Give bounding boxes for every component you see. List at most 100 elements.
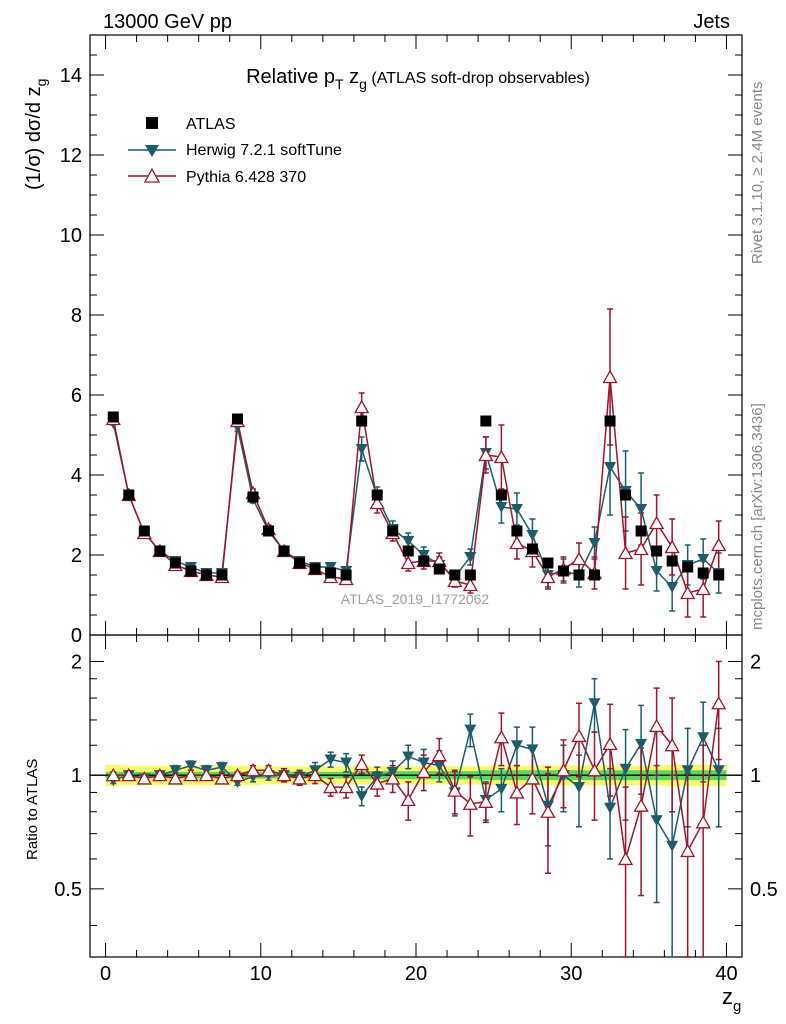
main-ytick-label: 4 xyxy=(71,465,82,487)
ratio-point-pythia xyxy=(400,792,416,807)
point-atlas xyxy=(526,543,538,555)
ratio-point-pythia xyxy=(524,771,541,785)
point-herwig xyxy=(635,504,648,515)
ratio-point-herwig xyxy=(324,754,337,766)
point-atlas xyxy=(325,567,337,579)
ratio-point-pythia xyxy=(478,794,494,808)
ratio-point-herwig xyxy=(402,751,415,763)
ratio-point-pythia xyxy=(323,779,339,794)
point-atlas xyxy=(635,525,647,537)
ratio-point-herwig xyxy=(433,760,446,772)
point-atlas xyxy=(542,557,554,569)
ratio-data-marks xyxy=(105,660,727,958)
point-atlas xyxy=(154,545,166,557)
legend-marker-pythia xyxy=(143,167,161,183)
x-tick-label: 30 xyxy=(560,963,582,985)
point-atlas xyxy=(309,563,321,575)
ratio-point-pythia xyxy=(291,771,308,785)
legend: ATLAS Herwig 7.2.1 softTune Pythia 6.428… xyxy=(128,116,342,186)
ratio-point-herwig xyxy=(681,765,694,777)
ratio-point-pythia xyxy=(136,771,152,785)
ratio-ytick-label-right: 1 xyxy=(750,765,761,787)
point-pythia xyxy=(571,551,587,566)
ratio-point-pythia xyxy=(617,851,634,866)
ratio-point-pythia xyxy=(369,776,385,790)
point-pythia xyxy=(602,369,618,384)
point-atlas xyxy=(387,525,399,537)
point-atlas xyxy=(511,525,523,537)
point-atlas xyxy=(418,555,430,567)
ratio-point-pythia xyxy=(260,762,277,777)
series-line-pythia xyxy=(112,376,720,594)
legend-label-pythia: Pythia 6.428 370 xyxy=(186,169,306,186)
point-atlas xyxy=(356,415,368,427)
point-herwig xyxy=(355,444,368,455)
point-atlas xyxy=(495,489,507,501)
x-tick-label: 20 xyxy=(405,963,427,985)
ratio-point-herwig xyxy=(526,744,539,756)
point-herwig xyxy=(666,582,679,593)
point-herwig xyxy=(495,502,508,513)
ratio-point-herwig xyxy=(650,815,663,827)
point-atlas xyxy=(682,561,694,573)
ratio-point-pythia xyxy=(167,771,183,785)
point-atlas xyxy=(263,525,275,537)
legend-marker-atlas xyxy=(146,117,158,129)
point-herwig xyxy=(526,530,539,541)
ratio-point-pythia xyxy=(633,798,649,812)
ratio-panel: 0.5 0.51 12 20 10 20 30 40 Ratio to ATLAS zg xyxy=(24,634,778,1015)
point-pythia xyxy=(462,577,478,592)
point-pythia xyxy=(369,495,385,510)
point-atlas xyxy=(433,563,445,575)
x-tick-label: 0 xyxy=(100,963,111,985)
point-atlas xyxy=(480,415,492,427)
point-atlas xyxy=(371,489,383,501)
ratio-point-herwig xyxy=(340,757,353,769)
ratio-point-pythia xyxy=(602,736,618,751)
mcplots-label: mcplots.cern.ch [arXiv:1306.3436] xyxy=(749,403,766,630)
ratio-point-herwig xyxy=(619,763,632,775)
point-pythia xyxy=(711,537,727,552)
point-atlas xyxy=(200,569,212,581)
x-tick-label: 40 xyxy=(715,963,737,985)
main-ytick-label: 0 xyxy=(71,625,82,647)
ratio-point-pythia xyxy=(214,771,230,785)
ratio-point-herwig xyxy=(573,782,585,794)
main-ytick-label: 6 xyxy=(71,385,82,407)
main-ylabel: (1/σ) dσ/d zg xyxy=(23,79,49,190)
ratio-line-pythia xyxy=(113,703,720,860)
point-pythia xyxy=(633,541,649,556)
ratio-point-herwig xyxy=(355,791,368,803)
point-atlas xyxy=(697,567,709,579)
ratio-point-herwig xyxy=(588,698,601,710)
ratio-point-herwig xyxy=(169,765,182,777)
ratio-point-herwig xyxy=(604,802,617,814)
ratio-point-herwig xyxy=(697,732,710,744)
ratio-point-pythia xyxy=(416,764,432,779)
legend-label-herwig: Herwig 7.2.1 softTune xyxy=(186,142,342,159)
ratio-point-pythia xyxy=(555,762,572,777)
ratio-point-pythia xyxy=(307,767,323,782)
analysis-watermark: ATLAS_2019_I1772062 xyxy=(341,591,490,607)
point-atlas xyxy=(185,565,197,577)
point-herwig xyxy=(464,552,477,563)
main-ytick-label: 8 xyxy=(71,305,82,327)
point-atlas xyxy=(278,545,290,557)
ratio-ytick-label-right: 2 xyxy=(750,651,761,673)
point-herwig xyxy=(697,554,710,565)
ratio-point-pythia xyxy=(462,796,478,810)
main-axes: 0 2 4 6 8 10 12 14 xyxy=(60,34,742,647)
point-herwig xyxy=(650,566,663,577)
point-atlas xyxy=(589,569,601,581)
point-pythia xyxy=(617,545,634,560)
point-atlas xyxy=(666,555,678,567)
point-herwig xyxy=(588,538,601,549)
main-ytick-label: 14 xyxy=(60,65,82,87)
ratio-point-herwig xyxy=(510,740,523,752)
ratio-point-pythia xyxy=(198,767,215,782)
point-pythia xyxy=(540,569,556,584)
point-atlas xyxy=(107,411,119,423)
main-panel: 0 2 4 6 8 10 12 14 ATLAS_2019_I1772062 Relative… xyxy=(23,34,743,647)
point-pythia xyxy=(664,539,680,554)
point-pythia xyxy=(354,399,370,414)
